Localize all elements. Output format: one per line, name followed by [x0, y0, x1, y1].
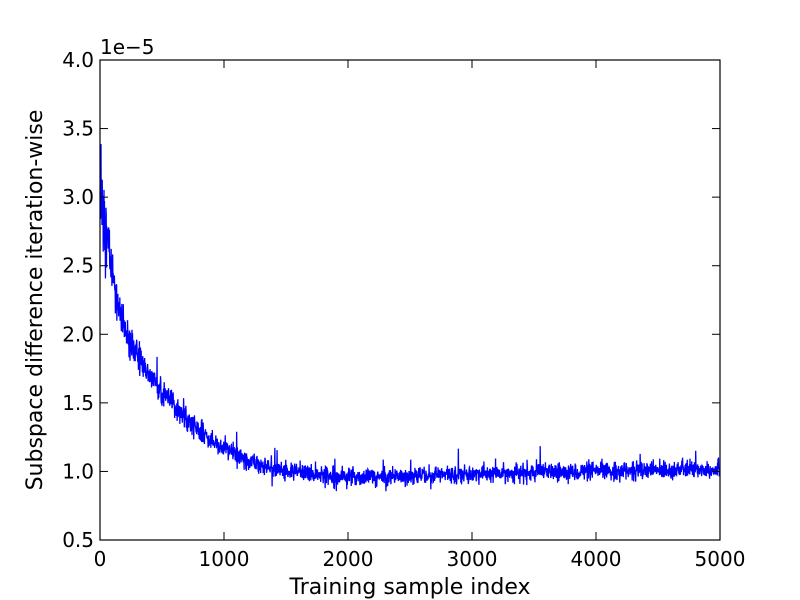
x-tick-label: 4000: [571, 547, 622, 571]
y-tick-label: 3.5: [62, 117, 94, 141]
y-tick-label: 0.5: [62, 528, 94, 552]
y-tick-label: 3.0: [62, 185, 94, 209]
y-tick-label: 2.0: [62, 322, 94, 346]
x-tick-label: 5000: [695, 547, 746, 571]
x-tick-label: 3000: [447, 547, 498, 571]
y-tick-label: 2.5: [62, 254, 94, 278]
y-tick-label: 1.5: [62, 391, 94, 415]
x-axis-ticks: 0 1000 2000 3000 4000 5000: [94, 60, 746, 571]
y-axis-label: Subspace difference iteration-wise: [23, 110, 48, 491]
x-tick-label: 0: [94, 547, 107, 571]
x-axis-label: Training sample index: [289, 575, 531, 600]
y-tick-label: 1.0: [62, 459, 94, 483]
y-offset-label: 1e−5: [100, 35, 155, 59]
series-line: [100, 144, 720, 492]
x-tick-label: 1000: [199, 547, 250, 571]
x-tick-label: 2000: [323, 547, 374, 571]
y-axis-ticks: 0.5 1.0 1.5 2.0 2.5 3.0 3.5 4.0: [62, 48, 720, 552]
y-tick-label: 4.0: [62, 48, 94, 72]
plot-frame: [99, 59, 721, 541]
